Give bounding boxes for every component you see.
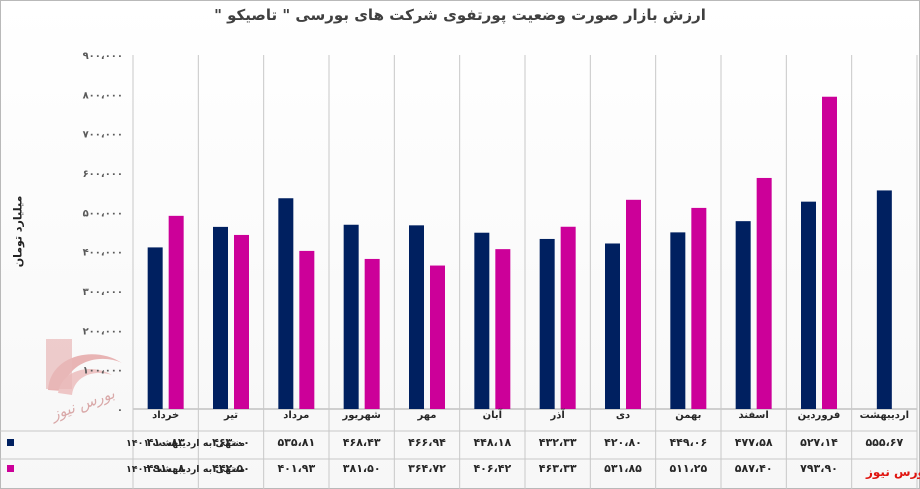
- y-tick-label: ۶۰۰،۰۰۰: [83, 169, 123, 180]
- bar-series-2: [168, 215, 184, 409]
- y-tick-label: ۸۰۰،۰۰۰: [83, 90, 123, 101]
- y-tick-label: ۰: [117, 405, 123, 416]
- bar-series-1: [213, 226, 228, 409]
- bar-series-1: [801, 201, 816, 409]
- bar-series-1: [343, 224, 359, 409]
- data-table-value: ۴۷۷،۵۸: [735, 436, 773, 449]
- bar-series-2: [822, 96, 837, 409]
- x-tick-label: مهر: [416, 410, 436, 421]
- data-table-value: ۵۳۵،۸۱: [277, 436, 315, 449]
- bar-series-1: [605, 243, 620, 409]
- data-table-value: ۵۳۱،۸۵: [604, 462, 642, 475]
- data-table-value: ۴۰۶،۴۲: [473, 462, 511, 475]
- x-tick-label: شهریور: [341, 410, 381, 421]
- bar-series-2: [691, 207, 707, 409]
- data-table-value: ۴۶۶،۹۴: [408, 436, 446, 449]
- x-tick-label: مرداد: [283, 410, 309, 421]
- legend-series-name: منتهی به اردیبهشت ۱۴۰۲: [126, 464, 245, 475]
- bar-series-1: [409, 225, 424, 409]
- y-tick-label: ۳۰۰،۰۰۰: [83, 287, 123, 298]
- x-tick-label: تیر: [223, 410, 238, 421]
- data-table-value: ۴۶۳،۰۰: [212, 436, 250, 449]
- bar-series-2: [495, 249, 511, 409]
- brand-logo: [46, 339, 122, 395]
- data-table-value: ۴۳۲،۳۳: [539, 436, 577, 449]
- bar-series-2: [756, 177, 772, 409]
- bar-series-2: [364, 258, 380, 409]
- footer-brand-label: بورس نیوز: [866, 465, 920, 479]
- data-table-value: ۴۹۱،۰۸: [147, 462, 185, 475]
- logo-block: [46, 339, 72, 389]
- bar-series-2: [299, 250, 315, 409]
- data-table-value: ۴۶۳،۳۳: [539, 462, 577, 475]
- bar-series-2: [626, 199, 641, 409]
- x-tick-label: بهمن: [675, 410, 701, 421]
- data-table-value: ۳۸۱،۵۰: [343, 462, 381, 475]
- data-table-value: ۴۴۸،۱۸: [473, 436, 511, 449]
- y-tick-label: ۴۰۰،۰۰۰: [83, 248, 123, 259]
- legend-swatch: [7, 439, 14, 446]
- x-tick-label: خرداد: [152, 410, 179, 421]
- y-tick-label: ۵۰۰،۰۰۰: [83, 208, 123, 219]
- y-tick-label: ۹۰۰،۰۰۰: [83, 51, 123, 62]
- bar-series-1: [735, 221, 751, 409]
- bar-series-1: [147, 247, 163, 409]
- bar-series-1: [670, 232, 686, 409]
- data-table-value: ۵۱۱،۲۵: [669, 462, 707, 475]
- legend-swatch: [7, 465, 14, 472]
- data-table-value: ۴۶۸،۴۳: [343, 436, 381, 449]
- bar-series-1: [278, 198, 294, 409]
- data-table-value: ۷۹۳،۹۰: [800, 462, 838, 475]
- y-tick-label: ۷۰۰،۰۰۰: [83, 130, 123, 141]
- data-table-value: ۴۴۹،۰۶: [669, 436, 707, 449]
- x-tick-label: فروردین: [798, 410, 841, 421]
- chart-title: ارزش بازار صورت وضعیت پورتفوی شرکت های ب…: [214, 6, 706, 24]
- data-table-value: ۴۲۰،۸۰: [604, 436, 642, 449]
- data-table-value: ۵۵۵،۶۷: [865, 436, 903, 449]
- data-table-value: ۵۸۷،۴۰: [735, 462, 773, 475]
- x-tick-label: آبان: [483, 408, 503, 421]
- x-tick-label: دی: [616, 410, 630, 421]
- data-table-value: ۵۲۷،۱۴: [800, 436, 838, 449]
- bar-series-1: [474, 232, 490, 409]
- data-table-value: ۴۴۲،۵۰: [212, 462, 250, 475]
- y-tick-label: ۱۰۰،۰۰۰: [83, 366, 123, 377]
- bar-series-1: [539, 238, 555, 409]
- y-tick-label: ۲۰۰،۰۰۰: [83, 326, 123, 337]
- x-tick-label: اسفند: [739, 410, 769, 421]
- data-table-value: ۳۶۴،۷۲: [408, 462, 446, 475]
- legend-series-name: منتهی به اردیبهشت ۱۴۰۱: [126, 438, 245, 449]
- x-tick-label: آذر: [550, 408, 566, 421]
- bar-series-2: [430, 265, 445, 409]
- bar-series-2: [234, 234, 249, 409]
- x-tick-label: اردیبهشت: [860, 410, 910, 421]
- data-table-value: ۴۱۰،۸۳: [147, 436, 185, 449]
- bar-series-1: [876, 190, 892, 409]
- bar-series-2: [560, 226, 576, 409]
- data-table-value: ۴۰۱،۹۳: [277, 462, 315, 475]
